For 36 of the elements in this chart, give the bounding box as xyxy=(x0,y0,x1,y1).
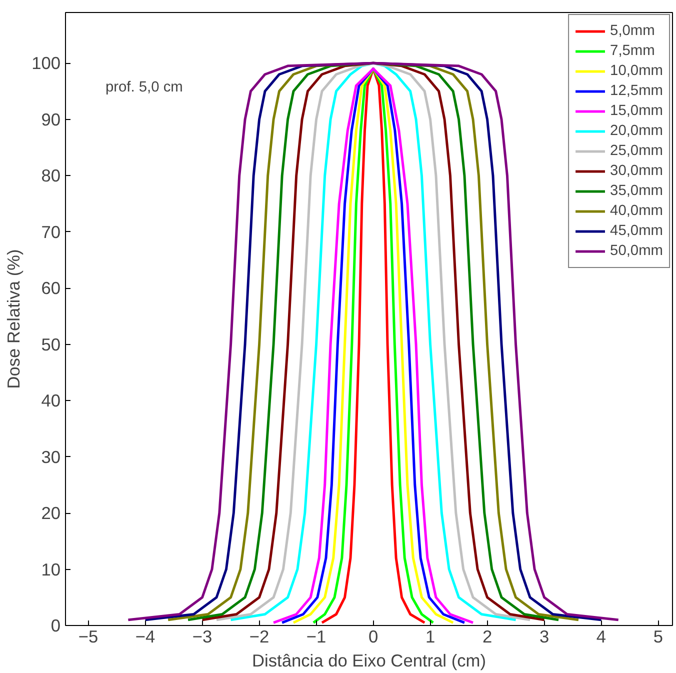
y-tick-label: 50 xyxy=(41,334,61,354)
legend-label: 7,5mm xyxy=(610,43,655,59)
y-tick-label: 80 xyxy=(41,166,61,186)
legend-label: 10,0mm xyxy=(610,63,663,79)
y-tick-label: 10 xyxy=(41,559,61,580)
legend-label: 15,0mm xyxy=(610,103,663,119)
x-tick-label: −4 xyxy=(135,626,156,646)
legend-label: 25,0mm xyxy=(610,143,663,159)
legend-label: 20,0mm xyxy=(610,123,663,139)
x-tick-label: 5 xyxy=(653,626,664,646)
legend-label: 45,0mm xyxy=(610,223,663,239)
x-tick-label: −2 xyxy=(249,626,270,646)
x-tick-label: 2 xyxy=(482,626,492,646)
y-tick-label: 30 xyxy=(41,446,61,467)
x-tick-label: −1 xyxy=(306,626,326,646)
y-tick-label: 70 xyxy=(41,222,61,242)
legend-label: 5,0mm xyxy=(610,23,655,39)
y-tick-label: 60 xyxy=(41,278,61,298)
x-tick-label: 3 xyxy=(539,626,550,646)
y-axis-title: Dose Relativa (%) xyxy=(4,249,24,389)
y-tick-label: 100 xyxy=(32,53,61,74)
legend-label: 35,0mm xyxy=(610,183,663,199)
legend-label: 12,5mm xyxy=(610,83,663,99)
annotation: prof. 5,0 cm xyxy=(106,80,183,96)
x-tick-label: 4 xyxy=(596,626,606,646)
x-tick-label: 1 xyxy=(425,626,436,646)
y-tick-label: 90 xyxy=(41,109,61,130)
legend-label: 40,0mm xyxy=(610,203,663,219)
x-axis-title: Distância do Eixo Central (cm) xyxy=(252,650,486,670)
x-tick-label: −5 xyxy=(78,626,98,646)
x-tick-label: −3 xyxy=(192,626,212,646)
legend-label: 30,0mm xyxy=(610,163,663,179)
legend-label: 50,0mm xyxy=(610,243,663,259)
y-tick-label: 40 xyxy=(41,390,61,411)
y-tick-label: 20 xyxy=(41,503,61,524)
x-tick-label: 0 xyxy=(368,626,378,646)
